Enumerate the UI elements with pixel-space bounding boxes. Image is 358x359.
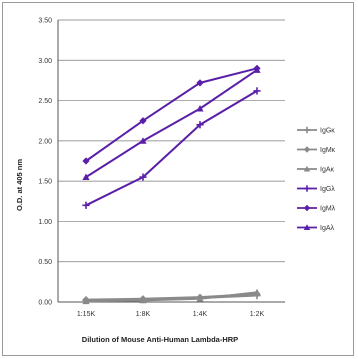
axes [57,20,285,303]
data-point [196,295,204,302]
gridlines [58,19,285,303]
data-point [139,117,147,125]
data-point [82,297,90,305]
series-line [85,90,258,207]
data-point [139,296,147,304]
legend-label: IgMλ [320,206,336,213]
legend-entry: IgGκ [297,126,335,135]
legend: IgGκ IgMκ IgAκ IgGλ IgMλ IgAλ [297,126,336,232]
legend-entry: IgAκ [297,165,335,174]
legend-label: IgGλ [320,186,335,193]
y-tick-labels: 0.00 0.50 1.00 1.50 2.00 2.50 3.00 3.50 [38,18,52,307]
y-tick-label: 2.00 [38,138,52,145]
data-point [253,66,261,73]
data-point [303,185,311,192]
data-point [253,288,261,296]
data-point [303,146,311,153]
data-point [303,224,311,231]
y-tick-label: 1.00 [38,219,52,226]
y-tick-label: 0.50 [38,259,52,266]
data-point [139,137,147,144]
legend-entry: IgMλ [297,204,336,213]
series-line [85,291,258,303]
legend-label: IgAλ [320,225,335,232]
x-tick-label: 1:4K [193,311,208,318]
x-axis-label: Dilution of Mouse Anti-Human Lambda-HRP [82,335,238,344]
data-point [82,173,90,180]
legend-label: IgAκ [320,167,335,174]
y-axis-label: O.D. at 405 nm [15,159,24,211]
y-tick-label: 3.00 [38,58,52,65]
series [82,87,261,209]
legend-label: IgGκ [320,128,335,135]
x-tick-labels: 1:15K 1:8K 1:4K 1:2K [77,311,265,318]
legend-entry: IgGλ [297,185,335,193]
series [82,66,261,180]
data-point [303,126,311,134]
legend-entry: IgMκ [297,146,336,154]
data-point [196,121,204,129]
y-tick-label: 1.50 [38,179,52,186]
data-point [196,79,204,87]
data-point [303,204,311,212]
legend-entry: IgAλ [297,224,335,232]
y-tick-label: 2.50 [38,98,52,105]
series-line [85,69,258,178]
series-line [85,67,258,162]
legend-label: IgMκ [320,147,336,154]
data-point [303,165,311,172]
data-point [253,87,261,95]
x-tick-label: 1:8K [136,311,151,318]
series-lines [82,64,261,305]
data-point [139,173,147,181]
series [82,288,261,305]
data-point [196,105,204,112]
x-tick-label: 1:2K [250,311,265,318]
data-point [82,157,90,165]
y-tick-label: 0.00 [38,300,52,307]
y-tick-label: 3.50 [38,18,52,25]
x-tick-label: 1:15K [77,311,96,318]
data-point [82,201,90,209]
